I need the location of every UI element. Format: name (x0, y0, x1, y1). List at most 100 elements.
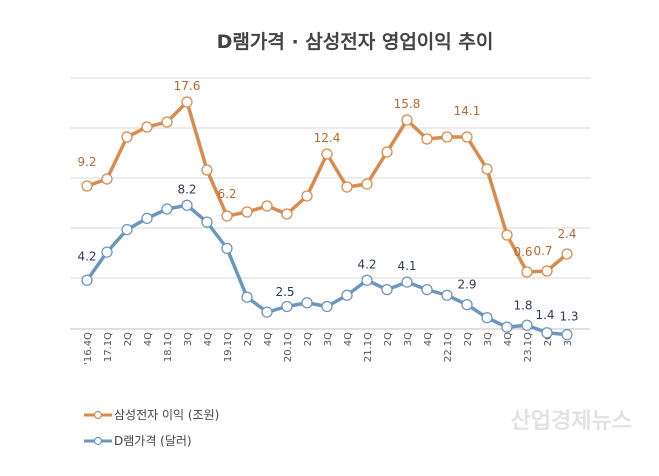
data-label: 2.5 (275, 285, 294, 299)
data-point (321, 148, 333, 160)
data-point (241, 206, 253, 218)
data-label: 4.1 (397, 259, 416, 273)
data-label: 17.6 (174, 79, 201, 93)
x-tick-label: 4Q (503, 332, 514, 346)
data-point (301, 190, 313, 202)
data-point (201, 216, 213, 228)
x-tick-label: '16.4Q (83, 332, 94, 365)
data-label: 0.7 (533, 244, 552, 258)
x-axis-ticks: '16.4Q 17.1Q 2Q 4Q 18.1Q 3Q 4Q 19.1Q 2Q 4Q 20.1Q 2Q… (83, 332, 574, 365)
series-line (85, 203, 568, 337)
data-point (321, 300, 333, 313)
x-tick-label: 2Q (243, 332, 254, 346)
data-point (261, 306, 273, 318)
data-point (161, 116, 173, 128)
data-point (461, 131, 473, 143)
data-point (361, 178, 373, 190)
series-group: 9.2 17.6 6.2 12.4 15.8 14.1 0.6 0.7 2.4 4.2 8.2 2.5… (77, 79, 579, 341)
data-point (221, 210, 233, 222)
data-label: 12.4 (314, 131, 341, 145)
x-tick-label: 18.1Q (163, 332, 174, 362)
data-point (481, 163, 493, 175)
data-point (541, 327, 553, 339)
data-point (421, 133, 433, 145)
gridlines (70, 77, 590, 330)
data-point (341, 289, 353, 301)
data-point (441, 289, 453, 301)
data-point (421, 283, 433, 296)
x-tick-label: 3Q (403, 332, 414, 346)
legend-label-dram: D램가격 (달러) (114, 434, 192, 448)
x-tick-label: 4Q (143, 332, 154, 346)
x-tick-label: 2Q (463, 332, 474, 346)
x-tick-label: 19.1Q (223, 332, 234, 362)
data-label: 4.2 (77, 249, 96, 263)
chart-title: D램가격 · 삼성전자 영업이익 추이 (217, 31, 494, 53)
data-point (141, 212, 153, 225)
x-tick-label: 17.1Q (103, 332, 114, 362)
x-tick-label: 2Q (383, 332, 394, 346)
data-point (81, 180, 93, 192)
x-tick-label: 23.1Q (523, 332, 534, 362)
data-point (561, 328, 573, 341)
data-label: 1.8 (513, 298, 532, 312)
data-point (301, 297, 313, 309)
x-tick-label: 4Q (203, 332, 214, 346)
data-point (261, 200, 273, 212)
data-point (441, 131, 453, 143)
data-point (521, 319, 533, 331)
data-label: 2.9 (457, 278, 476, 292)
x-tick-label: 22.1Q (443, 332, 454, 362)
data-point (201, 164, 213, 176)
x-tick-label: 3Q (323, 332, 334, 346)
data-point (141, 121, 153, 133)
data-label: 9.2 (77, 155, 96, 169)
data-label: 8.2 (177, 182, 196, 196)
data-point (361, 274, 373, 286)
data-point (401, 114, 413, 126)
data-point (121, 223, 133, 236)
data-point (161, 203, 173, 215)
data-label: 14.1 (454, 104, 481, 118)
x-tick-label: 20.1Q (283, 332, 294, 362)
data-point (481, 312, 493, 324)
data-point (521, 266, 533, 278)
data-point (461, 298, 473, 311)
x-tick-label: 2Q (123, 332, 134, 346)
data-point (281, 300, 293, 313)
x-tick-label: 4Q (423, 332, 434, 346)
data-point (381, 146, 393, 158)
data-label: 4.2 (357, 257, 376, 271)
data-label: 2.4 (557, 227, 576, 241)
data-label: 0.6 (513, 245, 532, 259)
data-label: 1.4 (535, 308, 554, 322)
x-tick-label: 2Q (303, 332, 314, 346)
data-label: 15.8 (394, 97, 421, 111)
data-point (101, 246, 113, 258)
series-dram: 4.2 8.2 2.5 4.2 4.1 2.9 1.81.4 1.3 (77, 182, 579, 341)
data-point (81, 274, 93, 286)
legend-label-profit: 삼성전자 이익 (조원) (114, 408, 219, 422)
legend: 삼성전자 이익 (조원) D램가격 (달러) (84, 408, 219, 448)
x-tick-label: 3Q (183, 332, 194, 346)
data-point (181, 96, 193, 108)
data-point (541, 265, 553, 277)
legend-item-profit: 삼성전자 이익 (조원) (84, 408, 219, 422)
data-point (501, 229, 513, 241)
x-tick-label: 2Q (543, 332, 554, 346)
data-point (221, 242, 233, 255)
data-point (101, 173, 113, 185)
data-label: 6.2 (217, 187, 236, 201)
x-tick-label: 3Q (483, 332, 494, 346)
data-point (281, 208, 293, 220)
data-point (341, 181, 353, 193)
data-point (401, 276, 413, 288)
data-point (501, 321, 513, 333)
data-point (181, 199, 193, 211)
x-tick-label: 21.1Q (363, 332, 374, 362)
series-profit: 9.2 17.6 6.2 12.4 15.8 14.1 0.6 0.7 2.4 (77, 79, 577, 278)
watermark: 산업경제뉴스 (511, 409, 632, 434)
data-point (381, 283, 393, 296)
data-point (121, 131, 133, 143)
